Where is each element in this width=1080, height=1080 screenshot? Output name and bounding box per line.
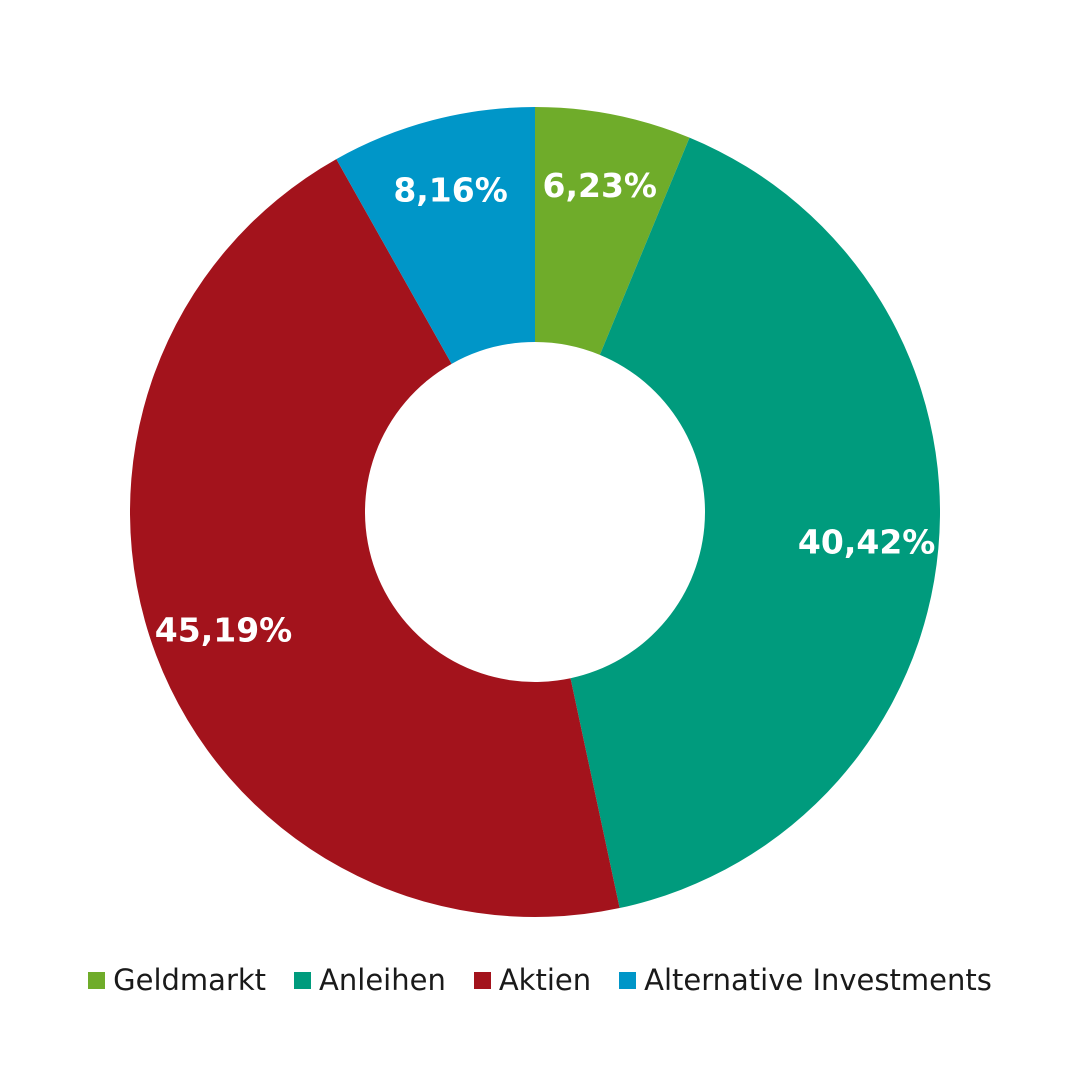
chart-legend: Geldmarkt Anleihen Aktien Alternative In… <box>0 956 1080 1004</box>
legend-item-anleihen: Anleihen <box>294 963 446 997</box>
legend-item-geldmarkt: Geldmarkt <box>88 963 266 997</box>
legend-label-geldmarkt: Geldmarkt <box>113 963 267 997</box>
legend-swatch-anleihen <box>294 971 312 989</box>
legend-swatch-aktien <box>473 971 491 989</box>
donut-slice-geldmarkt <box>535 107 690 355</box>
legend-label-anleihen: Anleihen <box>319 963 446 997</box>
legend-label-alternative-investments: Alternative Investments <box>644 963 992 997</box>
donut-slice-labels: 6,23% 40,42% 45,19% 8,16% <box>155 166 936 649</box>
donut-slice-label-geldmarkt: 6,23% <box>543 166 658 205</box>
donut-slice-label-alternative-investments: 8,16% <box>393 170 508 209</box>
legend-swatch-geldmarkt <box>88 971 106 989</box>
donut-slices <box>130 107 941 917</box>
donut-slice-aktien <box>130 159 620 917</box>
legend-swatch-alternative-investments <box>619 971 637 989</box>
donut-slice-label-aktien: 45,19% <box>155 610 292 649</box>
legend-item-alternative-investments: Alternative Investments <box>619 963 992 997</box>
donut-slice-anleihen <box>570 137 941 909</box>
legend-item-aktien: Aktien <box>473 963 592 997</box>
donut-slice-alternative-investments <box>336 107 535 364</box>
legend-label-aktien: Aktien <box>498 963 592 997</box>
donut-slice-label-anleihen: 40,42% <box>798 523 935 562</box>
